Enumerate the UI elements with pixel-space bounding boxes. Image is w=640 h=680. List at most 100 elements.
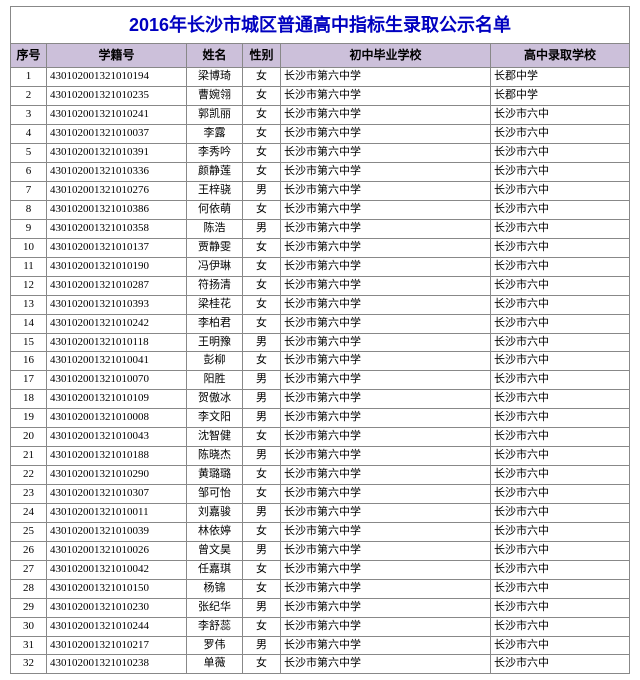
cell: 430102001321010026 xyxy=(47,541,187,560)
cell: 女 xyxy=(243,466,281,485)
table-wrapper: 2016年长沙市城区普通高中指标生录取公示名单 序号 学籍号 姓名 性别 初中毕… xyxy=(0,0,640,680)
table-row: 17430102001321010070阳胜男长沙市第六中学长沙市六中 xyxy=(11,371,630,390)
table-row: 18430102001321010109贺傲冰男长沙市第六中学长沙市六中 xyxy=(11,390,630,409)
col-sex: 性别 xyxy=(243,44,281,68)
cell: 430102001321010190 xyxy=(47,257,187,276)
cell: 长沙市六中 xyxy=(491,579,630,598)
table-row: 12430102001321010287符扬清女长沙市第六中学长沙市六中 xyxy=(11,276,630,295)
cell: 长沙市第六中学 xyxy=(281,314,491,333)
cell: 长沙市六中 xyxy=(491,182,630,201)
cell: 430102001321010230 xyxy=(47,598,187,617)
cell: 李露 xyxy=(187,125,243,144)
cell: 长沙市六中 xyxy=(491,276,630,295)
cell: 男 xyxy=(243,447,281,466)
cell: 430102001321010037 xyxy=(47,125,187,144)
cell: 3 xyxy=(11,106,47,125)
cell: 女 xyxy=(243,106,281,125)
cell: 430102001321010039 xyxy=(47,522,187,541)
cell: 长沙市六中 xyxy=(491,466,630,485)
cell: 女 xyxy=(243,125,281,144)
cell: 李柏君 xyxy=(187,314,243,333)
cell: 长沙市六中 xyxy=(491,428,630,447)
cell: 女 xyxy=(243,257,281,276)
cell: 27 xyxy=(11,560,47,579)
cell: 430102001321010241 xyxy=(47,106,187,125)
table-row: 24430102001321010011刘嘉骏男长沙市第六中学长沙市六中 xyxy=(11,503,630,522)
cell: 男 xyxy=(243,182,281,201)
cell: 430102001321010290 xyxy=(47,466,187,485)
table-row: 28430102001321010150杨锦女长沙市第六中学长沙市六中 xyxy=(11,579,630,598)
table-row: 6430102001321010336颜静莲女长沙市第六中学长沙市六中 xyxy=(11,163,630,182)
cell: 长沙市第六中学 xyxy=(281,522,491,541)
table-row: 25430102001321010039林依婷女长沙市第六中学长沙市六中 xyxy=(11,522,630,541)
cell: 4 xyxy=(11,125,47,144)
cell: 长沙市第六中学 xyxy=(281,87,491,106)
cell: 长沙市第六中学 xyxy=(281,125,491,144)
cell: 长沙市六中 xyxy=(491,163,630,182)
cell: 430102001321010041 xyxy=(47,352,187,371)
cell: 430102001321010118 xyxy=(47,333,187,352)
cell: 长郡中学 xyxy=(491,68,630,87)
cell: 曹婉翎 xyxy=(187,87,243,106)
table-row: 7430102001321010276王梓骁男长沙市第六中学长沙市六中 xyxy=(11,182,630,201)
table-row: 19430102001321010008李文阳男长沙市第六中学长沙市六中 xyxy=(11,409,630,428)
roster-table: 序号 学籍号 姓名 性别 初中毕业学校 高中录取学校 1430102001321… xyxy=(10,43,630,674)
cell: 彭柳 xyxy=(187,352,243,371)
table-row: 3430102001321010241郭凯丽女长沙市第六中学长沙市六中 xyxy=(11,106,630,125)
cell: 14 xyxy=(11,314,47,333)
cell: 长沙市六中 xyxy=(491,655,630,674)
cell: 长沙市第六中学 xyxy=(281,352,491,371)
cell: 长沙市第六中学 xyxy=(281,636,491,655)
cell: 女 xyxy=(243,163,281,182)
cell: 男 xyxy=(243,409,281,428)
cell: 13 xyxy=(11,295,47,314)
cell: 长沙市第六中学 xyxy=(281,163,491,182)
cell: 邹可怡 xyxy=(187,485,243,504)
cell: 11 xyxy=(11,257,47,276)
cell: 430102001321010287 xyxy=(47,276,187,295)
cell: 郭凯丽 xyxy=(187,106,243,125)
col-id: 学籍号 xyxy=(47,44,187,68)
cell: 430102001321010393 xyxy=(47,295,187,314)
cell: 长沙市六中 xyxy=(491,295,630,314)
cell: 长沙市六中 xyxy=(491,238,630,257)
cell: 男 xyxy=(243,598,281,617)
cell: 29 xyxy=(11,598,47,617)
cell: 长沙市第六中学 xyxy=(281,106,491,125)
cell: 长沙市第六中学 xyxy=(281,333,491,352)
cell: 林依婷 xyxy=(187,522,243,541)
table-row: 21430102001321010188陈晓杰男长沙市第六中学长沙市六中 xyxy=(11,447,630,466)
cell: 长沙市第六中学 xyxy=(281,655,491,674)
cell: 430102001321010391 xyxy=(47,144,187,163)
cell: 8 xyxy=(11,200,47,219)
cell: 430102001321010336 xyxy=(47,163,187,182)
cell: 女 xyxy=(243,352,281,371)
table-row: 13430102001321010393梁桂花女长沙市第六中学长沙市六中 xyxy=(11,295,630,314)
table-row: 14430102001321010242李柏君女长沙市第六中学长沙市六中 xyxy=(11,314,630,333)
cell: 长沙市第六中学 xyxy=(281,617,491,636)
table-row: 10430102001321010137贾静雯女长沙市第六中学长沙市六中 xyxy=(11,238,630,257)
cell: 贺傲冰 xyxy=(187,390,243,409)
cell: 何依萌 xyxy=(187,200,243,219)
header-row: 序号 学籍号 姓名 性别 初中毕业学校 高中录取学校 xyxy=(11,44,630,68)
cell: 女 xyxy=(243,428,281,447)
cell: 陈晓杰 xyxy=(187,447,243,466)
cell: 女 xyxy=(243,87,281,106)
cell: 28 xyxy=(11,579,47,598)
cell: 梁博琦 xyxy=(187,68,243,87)
cell: 7 xyxy=(11,182,47,201)
cell: 30 xyxy=(11,617,47,636)
col-school: 初中毕业学校 xyxy=(281,44,491,68)
cell: 430102001321010244 xyxy=(47,617,187,636)
cell: 李文阳 xyxy=(187,409,243,428)
table-row: 9430102001321010358陈浩男长沙市第六中学长沙市六中 xyxy=(11,219,630,238)
cell: 26 xyxy=(11,541,47,560)
table-row: 22430102001321010290黄璐璐女长沙市第六中学长沙市六中 xyxy=(11,466,630,485)
cell: 长沙市六中 xyxy=(491,314,630,333)
cell: 男 xyxy=(243,333,281,352)
cell: 男 xyxy=(243,541,281,560)
cell: 25 xyxy=(11,522,47,541)
cell: 冯伊琳 xyxy=(187,257,243,276)
cell: 长沙市第六中学 xyxy=(281,541,491,560)
cell: 女 xyxy=(243,560,281,579)
